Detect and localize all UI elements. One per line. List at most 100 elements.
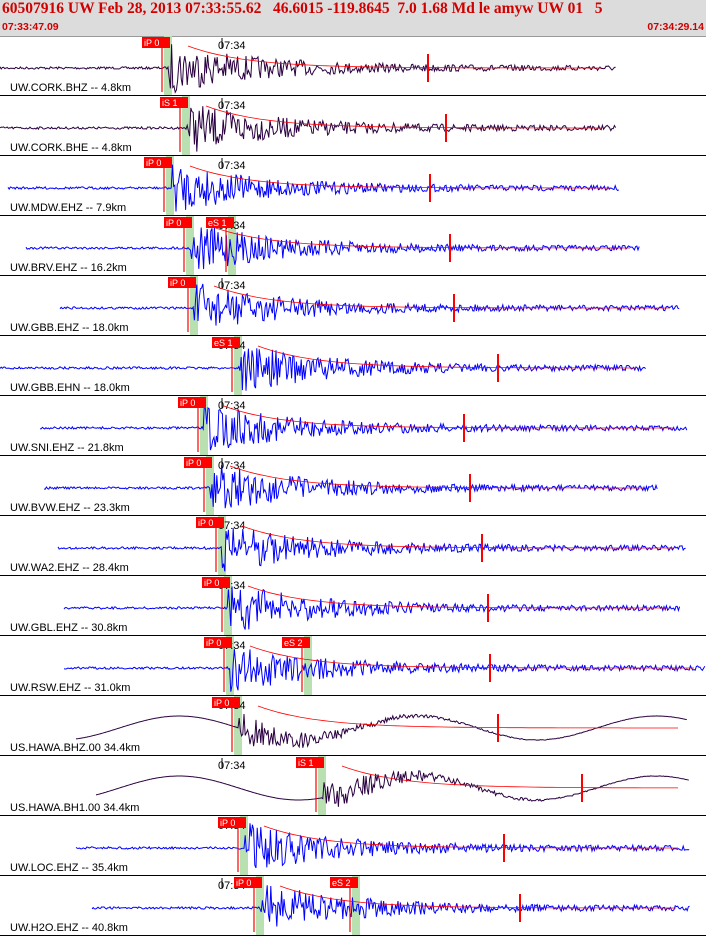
minute-label: 07:34 <box>218 160 246 172</box>
trace-row[interactable]: 07:34 iP 0 UW.WA2.EHZ -- 28.4km <box>0 516 706 576</box>
coda-fit-curve <box>187 45 602 69</box>
coda-fit-curve <box>189 165 610 189</box>
pick-label: iP 0 <box>166 218 181 228</box>
station-label: UW.SNI.EHZ -- 21.8km <box>10 442 124 454</box>
pick-flag[interactable] <box>282 637 310 648</box>
minute-label: 07:34 <box>218 520 246 532</box>
waveform-trace <box>95 770 689 807</box>
pick-label: iP 0 <box>198 518 213 528</box>
coda-fit-curve <box>213 285 670 309</box>
pick-window-bar <box>256 876 264 936</box>
pick-label: iP 0 <box>170 278 185 288</box>
pick-window-bar <box>228 216 236 276</box>
pick-flag[interactable] <box>212 697 240 708</box>
pick-flag[interactable] <box>212 337 240 348</box>
window-start-time: 07:33:47.09 <box>2 21 59 33</box>
pick-window-bar <box>224 576 232 636</box>
window-end-time: 07:34:29.14 <box>647 21 704 33</box>
waveform-trace <box>0 348 646 391</box>
pick-window-bar <box>206 456 214 516</box>
coda-fit-curve <box>341 765 678 789</box>
trace-row[interactable]: 07:34 iP 0 UW.MDW.EHZ -- 7.9km <box>0 156 706 216</box>
pick-window-bar <box>218 516 226 576</box>
pick-flag[interactable] <box>204 637 232 648</box>
station-label: UW.RSW.EHZ -- 31.0km <box>10 682 130 694</box>
station-label: US.HAWA.BHZ.00 34.4km <box>10 742 140 754</box>
event-title: 60507916 UW Feb 28, 2013 07:33:55.62 46.… <box>2 0 603 17</box>
pick-window-bar <box>200 396 208 456</box>
pick-window-bar <box>226 636 234 696</box>
waveform-trace <box>63 649 706 692</box>
station-label: UW.GBB.EHN -- 18.0km <box>10 382 130 394</box>
pick-window-bar <box>186 216 194 276</box>
pick-label: iP 0 <box>206 638 221 648</box>
pick-flag[interactable] <box>206 217 234 228</box>
trace-row[interactable]: 07:34eS 1UW.GBB.EHN -- 18.0km <box>0 336 706 396</box>
pick-flag[interactable] <box>202 577 230 588</box>
trace-row[interactable]: 07:34 iP 0 UW.CORK.BHZ -- 4.8km <box>0 36 706 96</box>
pick-label: eS 2 <box>332 878 351 888</box>
waveform-trace <box>25 227 640 270</box>
pick-label: eS 1 <box>214 338 233 348</box>
pick-flag[interactable] <box>164 217 192 228</box>
station-label: UW.LOC.EHZ -- 35.4km <box>10 862 128 874</box>
pick-window-bar <box>352 876 360 936</box>
trace-row[interactable]: 07:34 iP 0 UW.SNI.EHZ -- 21.8km <box>0 396 706 456</box>
pick-label: iS 1 <box>298 758 314 768</box>
station-label: US.HAWA.BH1.00 34.4km <box>10 802 139 814</box>
pick-label: iP 0 <box>204 578 219 588</box>
station-label: UW.BVW.EHZ -- 23.3km <box>10 502 130 514</box>
pick-flag[interactable] <box>330 877 358 888</box>
pick-flag[interactable] <box>168 277 196 288</box>
minute-label: 07:34 <box>218 400 246 412</box>
coda-fit-curve <box>249 645 694 669</box>
pick-label: iP 0 <box>186 458 201 468</box>
coda-fit-curve <box>229 465 644 489</box>
pick-flag[interactable] <box>178 397 206 408</box>
pick-flag[interactable] <box>184 457 212 468</box>
trace-row[interactable]: 07:34 iP 0 UW.GBB.EHZ -- 18.0km <box>0 276 706 336</box>
minute-label: 07:34 <box>218 280 246 292</box>
waveform-trace <box>57 528 686 572</box>
waveform-trace <box>0 44 616 94</box>
station-label: UW.GBL.EHZ -- 30.8km <box>10 622 127 634</box>
pick-flag[interactable] <box>142 37 170 48</box>
trace-row[interactable]: 07:34 iS 1 US.HAWA.BH1.00 34.4km <box>0 756 706 816</box>
waveform-trace <box>63 586 681 630</box>
coda-fit-curve <box>257 705 678 729</box>
pick-window-bar <box>190 276 198 336</box>
station-label: UW.GBB.EHZ -- 18.0km <box>10 322 129 334</box>
coda-fit-curve <box>209 225 630 249</box>
minute-label: 07:34 <box>218 40 246 52</box>
pick-window-bar <box>164 36 172 96</box>
station-label: UW.MDW.EHZ -- 7.9km <box>10 202 126 214</box>
station-label: UW.CORK.BHE -- 4.8km <box>10 142 132 154</box>
waveform-trace <box>0 106 617 152</box>
pick-window-bar <box>318 756 326 816</box>
pick-flag[interactable] <box>218 817 246 828</box>
trace-row[interactable]: 07:34 iS 1 UW.CORK.BHE -- 4.8km <box>0 96 706 156</box>
coda-fit-curve <box>263 825 678 849</box>
pick-flag[interactable] <box>234 877 262 888</box>
minute-label: 07:34 <box>218 760 246 772</box>
station-label: UW.CORK.BHZ -- 4.8km <box>10 82 131 94</box>
pick-label: iP 0 <box>146 158 161 168</box>
pick-label: iS 1 <box>162 98 178 108</box>
seismogram-panel[interactable]: 07:34 iP 0 UW.CORK.BHZ -- 4.8km 07:34 iS 1 UW… <box>0 36 706 938</box>
header-bar: 60507916 UW Feb 28, 2013 07:33:55.62 46.… <box>0 0 706 37</box>
pick-flag[interactable] <box>160 97 188 108</box>
pick-flag[interactable] <box>196 517 224 528</box>
waveform-trace <box>91 885 690 927</box>
pick-label: iP 0 <box>236 878 251 888</box>
pick-label: iP 0 <box>220 818 235 828</box>
coda-fit-curve <box>279 885 676 909</box>
pick-flag[interactable] <box>296 757 324 768</box>
pick-flag[interactable] <box>144 157 172 168</box>
